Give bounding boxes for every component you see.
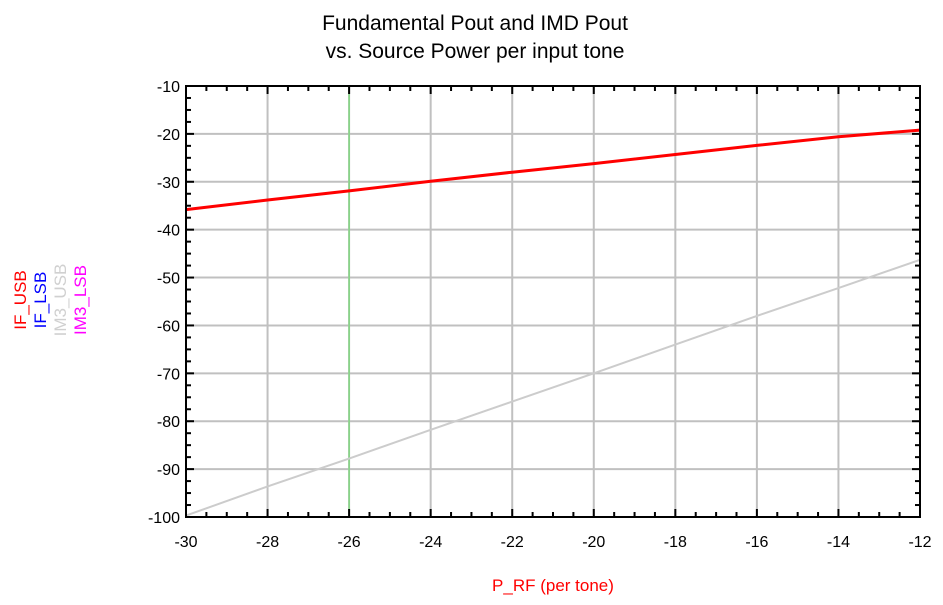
chart-title: Fundamental Pout and IMD Pout vs. Source… xyxy=(322,12,628,63)
y-tick-label: -80 xyxy=(157,414,180,431)
x-tick-label: -12 xyxy=(908,534,931,551)
x-tick-label: -14 xyxy=(827,534,850,551)
x-tick-label: -30 xyxy=(174,534,197,551)
y-legend-if-usb: IF_USB xyxy=(11,270,30,330)
y-tick-label: -20 xyxy=(157,127,180,144)
grid xyxy=(186,86,920,517)
y-tick-label: -90 xyxy=(157,462,180,479)
chart-title-line-1: Fundamental Pout and IMD Pout xyxy=(322,12,628,35)
y-tick-label: -40 xyxy=(157,223,180,240)
y-tick-label: -70 xyxy=(157,366,180,383)
x-tick-label: -20 xyxy=(582,534,605,551)
y-tick-label: -30 xyxy=(157,175,180,192)
x-axis-label: P_RF (per tone) xyxy=(492,576,614,595)
chart-title-line-2: vs. Source Power per input tone xyxy=(326,40,625,63)
x-tick-label: -22 xyxy=(501,534,524,551)
x-tick-label: -18 xyxy=(664,534,687,551)
plot-frame xyxy=(185,85,921,518)
x-tick-label: -26 xyxy=(338,534,361,551)
y-tick-label: -50 xyxy=(157,271,180,288)
y-axis-legend: IF_USB IF_LSB IM3_USB IM3_LSB xyxy=(11,264,90,337)
y-tick-label: -100 xyxy=(148,510,180,527)
series-layer xyxy=(185,128,921,517)
y-tick-label: -60 xyxy=(157,318,180,335)
x-tick-label: -28 xyxy=(256,534,279,551)
x-tick-label: -16 xyxy=(745,534,768,551)
y-legend-im3-usb: IM3_USB xyxy=(51,264,70,337)
y-legend-im3-lsb: IM3_LSB xyxy=(71,265,90,335)
series-line-if-usb xyxy=(185,128,921,212)
y-tick-label: -10 xyxy=(157,79,180,96)
y-legend-if-lsb: IF_LSB xyxy=(31,272,50,329)
x-tick-label: -24 xyxy=(419,534,442,551)
series-line-im3-usb xyxy=(185,258,921,517)
tick-marks: -30 -28 -26 -24 -22 -20 -18 -16 -14 -12 -10 -20 -30 -… xyxy=(148,79,932,551)
